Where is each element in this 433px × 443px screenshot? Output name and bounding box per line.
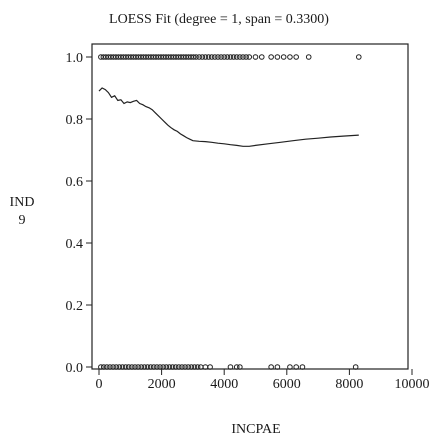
data-point (110, 364, 116, 370)
data-point (104, 364, 110, 370)
data-point (196, 54, 202, 60)
data-point (169, 364, 176, 370)
data-point (293, 54, 299, 60)
y-tick-label: 0.8 (66, 113, 84, 128)
data-point (119, 364, 126, 370)
data-point (100, 364, 107, 370)
data-point (287, 54, 293, 60)
data-point (233, 364, 240, 370)
data-point (274, 364, 281, 370)
data-point (163, 364, 170, 370)
data-point (107, 364, 113, 370)
data-point (227, 364, 234, 370)
data-point (299, 364, 306, 370)
data-point (190, 54, 197, 60)
loess-fit-line (98, 87, 359, 147)
data-point (352, 364, 359, 370)
data-point (141, 364, 148, 370)
x-tick-label: 10000 (395, 377, 430, 392)
data-point (293, 364, 299, 370)
data-point (221, 54, 227, 60)
data-point (355, 54, 362, 60)
data-point (202, 54, 209, 60)
data-point (237, 364, 243, 370)
data-point (227, 54, 234, 60)
data-point (147, 364, 154, 370)
data-point (185, 364, 192, 370)
data-point (138, 364, 145, 370)
data-point (212, 54, 218, 60)
y-tick-label: 0.2 (66, 299, 84, 314)
data-point (113, 364, 120, 370)
data-point (268, 364, 274, 370)
plot-frame (91, 43, 409, 370)
data-point (233, 54, 240, 60)
x-tick-label: 6000 (273, 377, 301, 392)
data-point (237, 54, 243, 60)
data-point (287, 364, 293, 370)
data-point (205, 54, 212, 60)
data-point (182, 364, 188, 370)
x-tick-label: 8000 (335, 377, 363, 392)
data-point (194, 364, 201, 370)
data-point (132, 364, 138, 370)
data-point (172, 364, 179, 370)
y-axis-ticks: 0.0 0.2 0.4 0.6 0.8 1.0 (66, 51, 92, 376)
data-point (166, 364, 173, 370)
data-point (230, 54, 237, 60)
data-point (122, 364, 129, 370)
data-point (154, 364, 160, 370)
data-point (125, 364, 132, 370)
data-point (176, 364, 182, 370)
x-axis-ticks: 0 2000 4000 6000 8000 10000 (96, 369, 430, 392)
data-point (224, 54, 231, 60)
data-point (208, 54, 215, 60)
data-point (207, 364, 213, 370)
data-point (157, 364, 163, 370)
data-point (246, 54, 253, 60)
data-point (252, 54, 259, 60)
data-point (280, 54, 287, 60)
x-tick-label: 2000 (148, 377, 176, 392)
data-point (193, 54, 199, 60)
data-point (218, 54, 224, 60)
x-axis-label: INCPAE (231, 422, 280, 437)
data-point (258, 54, 265, 60)
y-tick-label: 1.0 (66, 51, 84, 66)
data-point (268, 54, 274, 60)
data-point (129, 364, 135, 370)
data-point (160, 364, 166, 370)
data-point (188, 364, 195, 370)
data-point (240, 54, 246, 60)
x-tick-label: 4000 (210, 377, 238, 392)
data-point (135, 364, 141, 370)
data-point (150, 364, 157, 370)
chart-title: LOESS Fit (degree = 1, span = 0.3300) (109, 12, 329, 27)
data-points (98, 54, 362, 370)
data-point (199, 54, 206, 60)
data-point (274, 54, 281, 60)
y-tick-label: 0.6 (66, 175, 84, 190)
y-tick-label: 0.0 (66, 361, 84, 376)
data-point (144, 364, 151, 370)
data-point (305, 54, 312, 60)
data-point (116, 364, 123, 370)
data-point (179, 364, 185, 370)
data-point (98, 364, 104, 370)
data-point (243, 54, 249, 60)
x-tick-label: 0 (96, 377, 103, 392)
y-axis-label-line2: 9 (19, 213, 26, 228)
data-point (215, 54, 221, 60)
y-tick-label: 0.4 (66, 237, 84, 252)
y-axis-label-line1: IND (10, 195, 35, 210)
data-point (191, 364, 198, 370)
